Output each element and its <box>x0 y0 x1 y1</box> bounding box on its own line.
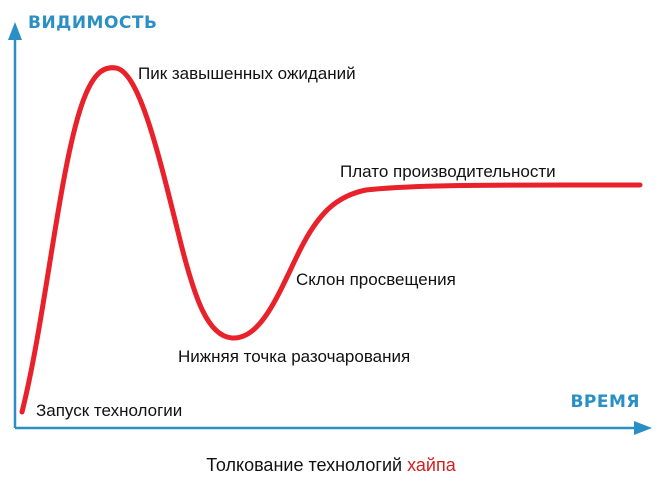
y-axis-arrow-icon <box>8 22 22 40</box>
caption-accent-text: хайпа <box>407 455 456 475</box>
label-peak: Пик завышенных ожиданий <box>138 64 356 83</box>
x-axis-title: ВРЕМЯ <box>570 392 640 412</box>
y-axis-title: ВИДИМОСТЬ <box>28 13 157 33</box>
hype-curve <box>19 65 643 415</box>
caption-main-text: Толкование технологий <box>206 455 403 475</box>
label-trigger: Запуск технологии <box>36 401 182 420</box>
label-trough: Нижняя точка разочарования <box>178 347 410 366</box>
x-axis-arrow-icon <box>634 421 652 435</box>
diagram-caption: Толкование технологий хайпа <box>0 455 662 476</box>
label-plateau: Плато производительности <box>340 162 556 181</box>
label-slope: Склон просвещения <box>296 270 456 289</box>
